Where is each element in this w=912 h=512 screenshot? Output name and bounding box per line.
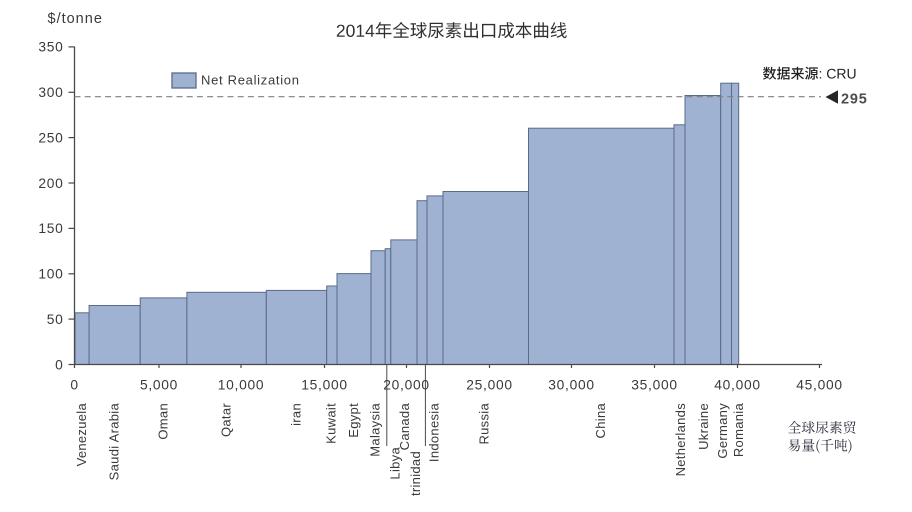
svg-text:250: 250 [38,130,63,145]
svg-text:Netherlands: Netherlands [673,403,688,477]
svg-text:Indonesia: Indonesia [426,403,441,463]
svg-text:300: 300 [38,85,63,100]
svg-text:35,000: 35,000 [631,378,677,393]
svg-text:150: 150 [38,221,63,236]
svg-text:Egypt: Egypt [346,403,361,438]
svg-text:trinidad: trinidad [408,451,423,496]
svg-text:0: 0 [70,378,78,393]
svg-text:$/tonne: $/tonne [48,11,103,27]
svg-text:Canada: Canada [397,403,412,451]
svg-text:China: China [593,403,608,439]
svg-text:Net Realization: Net Realization [201,73,300,88]
svg-text:10,000: 10,000 [218,378,264,393]
svg-text:Saudi Arabia: Saudi Arabia [107,403,122,481]
svg-text:100: 100 [38,267,63,282]
svg-text:Germany: Germany [715,403,730,459]
svg-text:15,000: 15,000 [301,378,347,393]
svg-text:40,000: 40,000 [714,378,760,393]
svg-text:Romania: Romania [731,403,746,458]
svg-text:Oman: Oman [155,403,170,440]
svg-text:20,000: 20,000 [383,378,429,393]
svg-text:Malaysia: Malaysia [367,403,382,457]
svg-text:Russia: Russia [476,403,491,445]
svg-text:30,000: 30,000 [548,378,594,393]
svg-text:0: 0 [55,357,63,372]
svg-text:Libya: Libya [387,447,402,480]
svg-text:Qatar: Qatar [219,403,234,437]
svg-text:Venezuela: Venezuela [74,403,89,467]
svg-text:25,000: 25,000 [466,378,512,393]
svg-text:295: 295 [841,92,868,108]
svg-text:200: 200 [38,176,63,191]
svg-text:5,000: 5,000 [140,378,178,393]
svg-text:Kuwait: Kuwait [324,403,339,444]
svg-text:45,000: 45,000 [796,378,842,393]
svg-text:50: 50 [47,312,64,327]
svg-text:350: 350 [38,40,63,55]
svg-text:iran: iran [288,403,303,426]
svg-text:Ukraine: Ukraine [696,403,711,450]
